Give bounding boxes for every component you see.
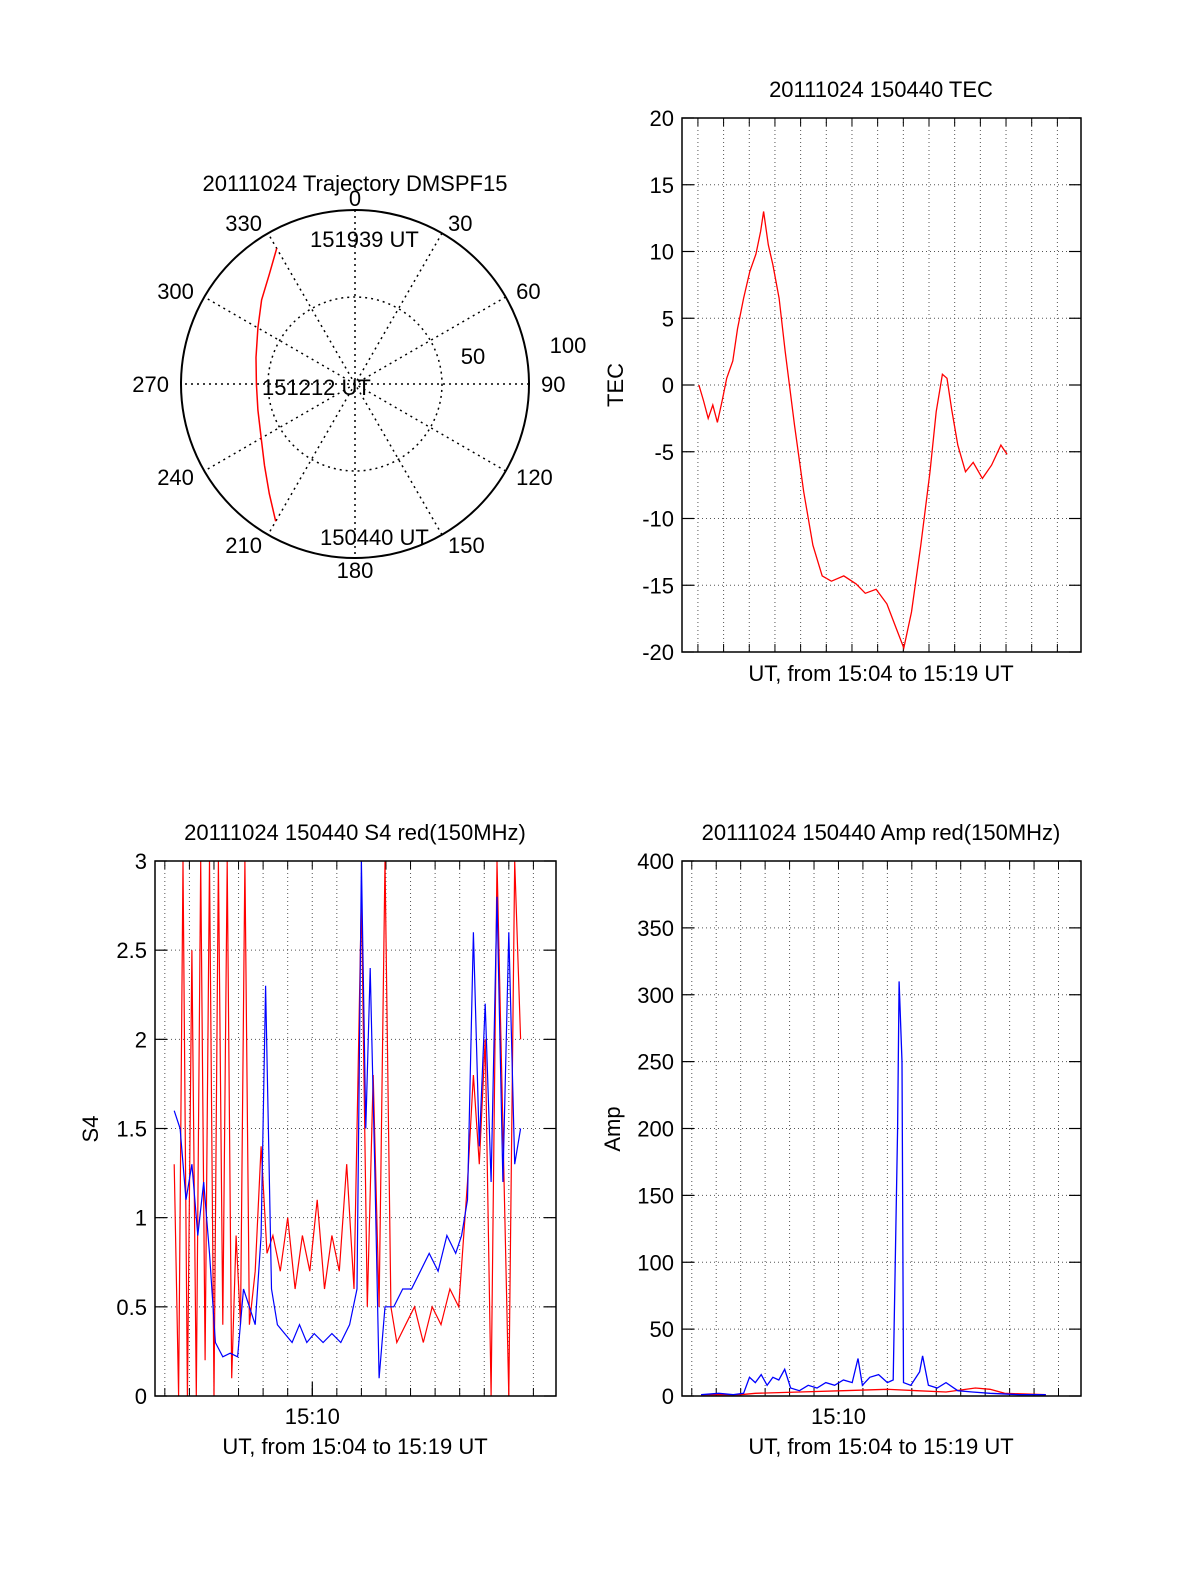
amp-blue-series-line xyxy=(701,981,1046,1396)
s4-ylabel: S4 xyxy=(78,1116,103,1143)
s4-ytick-label: 2 xyxy=(135,1027,147,1052)
polar-annotation-mid: 151212 UT xyxy=(262,375,371,400)
polar-angle-label: 30 xyxy=(448,211,472,236)
amp-y-ticks: 0 50 100 150 200 250 300 350 400 xyxy=(637,849,1081,1409)
amp-xlabel: UT, from 15:04 to 15:19 UT xyxy=(748,1434,1013,1459)
s4-xtick-label: 15:10 xyxy=(285,1404,340,1429)
s4-ytick-label: 3 xyxy=(135,849,147,874)
s4-ytick-label: 1 xyxy=(135,1206,147,1231)
polar-grid xyxy=(181,210,529,558)
polar-angle-label: 240 xyxy=(157,465,194,490)
s4-x-ticks: 15:10 xyxy=(285,1382,340,1429)
amp-grid xyxy=(682,861,1081,1396)
polar-angle-label: 90 xyxy=(541,372,565,397)
tec-ytick-label: -10 xyxy=(642,507,674,532)
tec-axes-frame xyxy=(681,117,1082,653)
s4-xlabel: UT, from 15:04 to 15:19 UT xyxy=(222,1434,487,1459)
tec-ytick-label: 10 xyxy=(650,240,674,265)
s4-ytick-label: 0.5 xyxy=(116,1295,147,1320)
polar-spoke xyxy=(267,232,443,536)
polar-angle-label: 120 xyxy=(516,465,553,490)
polar-angle-label: 330 xyxy=(225,211,262,236)
amp-ytick-label: 250 xyxy=(637,1050,674,1075)
s4-axes-frame xyxy=(154,860,557,1397)
s4-ytick-label: 2.5 xyxy=(116,938,147,963)
polar-angle-label: 0 xyxy=(349,186,361,211)
s4-title: 20111024 150440 S4 red(150MHz) xyxy=(184,820,526,845)
tec-grid xyxy=(682,118,1081,652)
amp-axes-frame xyxy=(681,860,1082,1397)
s4-red-series-line xyxy=(173,860,522,1397)
polar-radial-label-50: 50 xyxy=(461,344,485,369)
amp-xtick-label: 15:10 xyxy=(811,1404,866,1429)
s4-ytick-label: 1.5 xyxy=(116,1117,147,1142)
amp-ytick-label: 350 xyxy=(637,916,674,941)
amp-panel: 20111024 150440 Amp red(150MHz) 0 50 100 15… xyxy=(600,820,1082,1459)
amp-ytick-label: 400 xyxy=(637,849,674,874)
s4-panel: 20111024 150440 S4 red(150MHz) 0 0.5 1 1.5 2… xyxy=(78,820,557,1459)
polar-title: 20111024 Trajectory DMSPF15 xyxy=(203,171,508,196)
amp-ytick-label: 150 xyxy=(637,1183,674,1208)
s4-ytick-label: 0 xyxy=(135,1384,147,1409)
amp-ytick-label: 0 xyxy=(662,1384,674,1409)
polar-angle-label: 180 xyxy=(337,558,374,583)
tec-y-ticks: -20 -15 -10 -5 0 5 10 15 20 xyxy=(642,106,1081,665)
polar-inner-circle xyxy=(267,296,443,472)
tec-ylabel: TEC xyxy=(603,363,628,407)
amp-x-ticks: 15:10 xyxy=(811,1382,866,1429)
tec-series-line xyxy=(698,211,1008,651)
tec-ytick-label: 5 xyxy=(662,306,674,331)
polar-trajectory-panel: 20111024 Trajectory DMSPF15 0 30 60 90 120 15… xyxy=(132,171,586,583)
polar-radial-label-100: 100 xyxy=(550,333,587,358)
amp-ylabel: Amp xyxy=(600,1106,625,1151)
tec-ytick-label: 15 xyxy=(650,173,674,198)
amp-ytick-label: 50 xyxy=(650,1317,674,1342)
polar-angle-label: 300 xyxy=(157,279,194,304)
polar-angle-label: 270 xyxy=(132,372,169,397)
amp-title: 20111024 150440 Amp red(150MHz) xyxy=(702,820,1061,845)
polar-outer-circle xyxy=(180,209,530,559)
tec-panel: 20111024 150440 TEC -20-15-10-505101520 … xyxy=(603,77,1082,686)
tec-xlabel: UT, from 15:04 to 15:19 UT xyxy=(748,661,1013,686)
polar-trajectory-line xyxy=(255,248,278,522)
tec-ytick-label: -15 xyxy=(642,573,674,598)
tec-title: 20111024 150440 TEC xyxy=(769,77,993,102)
tec-ytick-label: 0 xyxy=(662,373,674,398)
s4-blue-series-line xyxy=(173,860,522,1379)
polar-angle-labels: 0 30 60 90 120 150 180 210 240 270 300 330 xyxy=(132,186,565,583)
amp-ytick-label: 100 xyxy=(637,1250,674,1275)
polar-annotation-end: 151939 UT xyxy=(310,227,419,252)
polar-angle-label: 210 xyxy=(225,533,262,558)
tec-ytick-label: -5 xyxy=(654,440,674,465)
amp-ytick-label: 300 xyxy=(637,983,674,1008)
polar-angle-label: 150 xyxy=(448,533,485,558)
s4-y-ticks: 0 0.5 1 1.5 2 2.5 3 xyxy=(116,849,556,1409)
tec-ytick-label: 20 xyxy=(650,106,674,131)
polar-annotation-start: 150440 UT xyxy=(320,525,429,550)
amp-red-series-line xyxy=(701,1387,1046,1396)
tec-ytick-label: -20 xyxy=(642,640,674,665)
amp-ytick-label: 200 xyxy=(637,1117,674,1142)
polar-angle-label: 60 xyxy=(516,279,540,304)
